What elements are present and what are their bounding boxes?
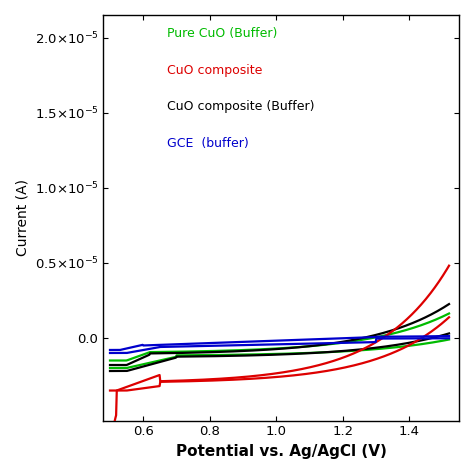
Text: GCE  (buffer): GCE (buffer) (167, 137, 249, 150)
Y-axis label: Current (A): Current (A) (15, 179, 29, 256)
X-axis label: Potential vs. Ag/AgCl (V): Potential vs. Ag/AgCl (V) (176, 444, 387, 459)
Text: Pure CuO (Buffer): Pure CuO (Buffer) (167, 27, 278, 40)
Text: CuO composite (Buffer): CuO composite (Buffer) (167, 100, 315, 113)
Text: CuO composite: CuO composite (167, 64, 263, 77)
